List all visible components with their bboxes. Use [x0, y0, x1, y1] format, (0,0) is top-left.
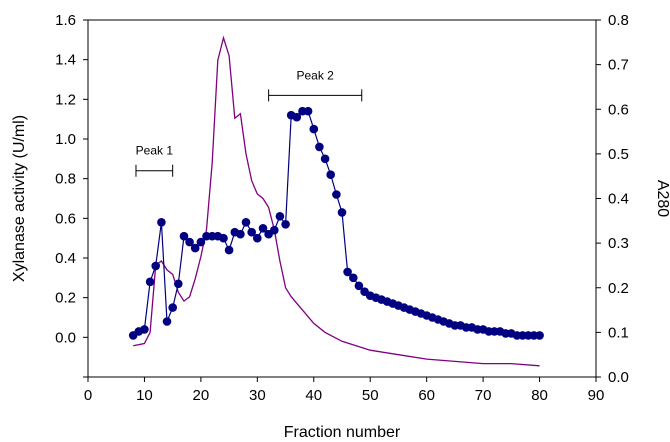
x-tick-label: 90 — [588, 387, 605, 404]
y2-tick-label: 0.1 — [608, 324, 629, 341]
x-tick-label: 20 — [193, 387, 210, 404]
a280-series — [133, 35, 540, 367]
y-tick-label: 0.4 — [55, 250, 76, 267]
activity-point — [247, 227, 256, 237]
activity-point — [315, 142, 324, 152]
x-axis: 0 10 20 30 40 50 60 70 80 90 — [84, 377, 605, 404]
activity-point — [281, 220, 290, 229]
activity-point — [190, 243, 200, 253]
activity-point — [185, 237, 194, 247]
activity-point — [303, 106, 313, 116]
activity-point — [320, 154, 330, 164]
y2-tick-label: 0.5 — [608, 146, 629, 163]
activity-point — [349, 273, 358, 283]
y-tick-label: 1.6 — [55, 12, 76, 29]
y-axis-right: 0.0 0.1 0.2 0.3 0.4 0.5 0.6 0.7 0.8 — [596, 12, 629, 386]
y2-tick-label: 0.6 — [608, 101, 629, 118]
y-tick-label: 1.2 — [55, 91, 76, 108]
x-tick-label: 80 — [531, 387, 548, 404]
y-tick-label: 1.4 — [55, 52, 76, 69]
y-tick-label: 0.0 — [55, 329, 76, 346]
activity-point — [162, 317, 172, 326]
y-tick-label: 0.8 — [55, 171, 76, 188]
y2-tick-label: 0.7 — [608, 57, 629, 74]
activity-point — [337, 208, 347, 217]
activity-point — [179, 231, 189, 241]
y2-tick-label: 0.4 — [608, 191, 629, 208]
activity-point — [270, 225, 279, 235]
y2-tick-label: 0.3 — [608, 235, 629, 252]
peak-annotations: Peak 1 Peak 2 — [135, 68, 363, 177]
activity-point — [354, 281, 364, 291]
x-axis-title: Fraction number — [284, 424, 401, 441]
activity-point — [275, 212, 285, 221]
activity-point — [258, 224, 268, 233]
activity-line — [132, 110, 540, 336]
a280-line — [133, 35, 540, 367]
activity-point — [292, 112, 302, 122]
y-axis-right-title: A280 — [654, 180, 670, 217]
activity-point — [168, 303, 177, 312]
peak-label: Peak 2 — [297, 68, 335, 82]
y-axis-left-title: Xylanase activity (U/ml) — [11, 115, 28, 282]
peak-label: Peak 1 — [136, 144, 174, 158]
activity-point — [157, 218, 166, 227]
xylanase-activity-series — [128, 106, 544, 340]
activity-point — [309, 124, 319, 134]
y-axis-left: 0.0 0.2 0.4 0.6 0.8 1.0 1.2 1.4 1.6 — [55, 12, 88, 378]
y-tick-label: 0.2 — [55, 290, 76, 307]
activity-point — [174, 279, 183, 289]
activity-point — [196, 237, 206, 247]
x-tick-label: 70 — [475, 387, 492, 404]
x-tick-label: 60 — [418, 387, 435, 404]
x-tick-label: 50 — [362, 387, 379, 404]
x-tick-label: 0 — [84, 387, 92, 404]
activity-point — [241, 218, 251, 227]
activity-point — [252, 233, 262, 243]
y-tick-label: 0.6 — [55, 210, 76, 227]
y2-tick-label: 0.2 — [608, 280, 629, 297]
activity-point — [151, 261, 160, 271]
y2-tick-label: 0.8 — [608, 12, 629, 29]
x-tick-label: 40 — [305, 387, 322, 404]
activity-point — [140, 325, 149, 334]
x-tick-label: 10 — [136, 387, 153, 404]
activity-point — [145, 277, 155, 287]
activity-point — [219, 233, 228, 243]
activity-point — [332, 190, 341, 199]
x-tick-label: 30 — [249, 387, 266, 404]
activity-point — [326, 170, 336, 179]
activity-point — [224, 245, 234, 255]
activity-point — [535, 331, 544, 340]
y-tick-label: 1.0 — [55, 131, 76, 148]
y2-tick-label: 0.0 — [608, 369, 629, 386]
activity-point — [236, 229, 245, 239]
activity-point — [343, 267, 352, 277]
